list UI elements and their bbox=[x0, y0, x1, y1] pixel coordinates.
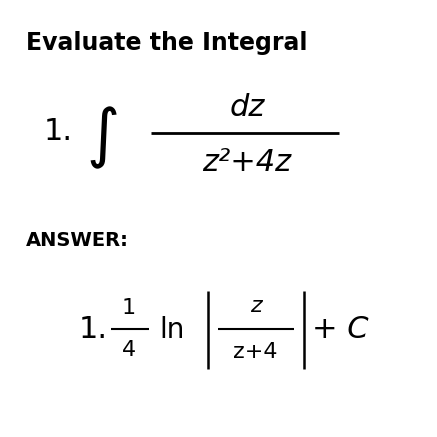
Text: ∫: ∫ bbox=[86, 107, 119, 169]
Text: ln: ln bbox=[160, 316, 185, 344]
Text: 4: 4 bbox=[122, 340, 136, 361]
Text: ANSWER:: ANSWER: bbox=[26, 231, 129, 250]
Text: z²+4z: z²+4z bbox=[202, 148, 291, 177]
Text: dz: dz bbox=[229, 93, 264, 121]
Text: 1.: 1. bbox=[79, 316, 108, 344]
Text: + C: + C bbox=[312, 316, 369, 344]
Text: z+4: z+4 bbox=[233, 342, 278, 362]
Text: Evaluate the Integral: Evaluate the Integral bbox=[26, 31, 308, 55]
Text: 1.: 1. bbox=[44, 117, 73, 146]
Text: 1: 1 bbox=[122, 298, 136, 318]
Text: z: z bbox=[250, 296, 261, 316]
